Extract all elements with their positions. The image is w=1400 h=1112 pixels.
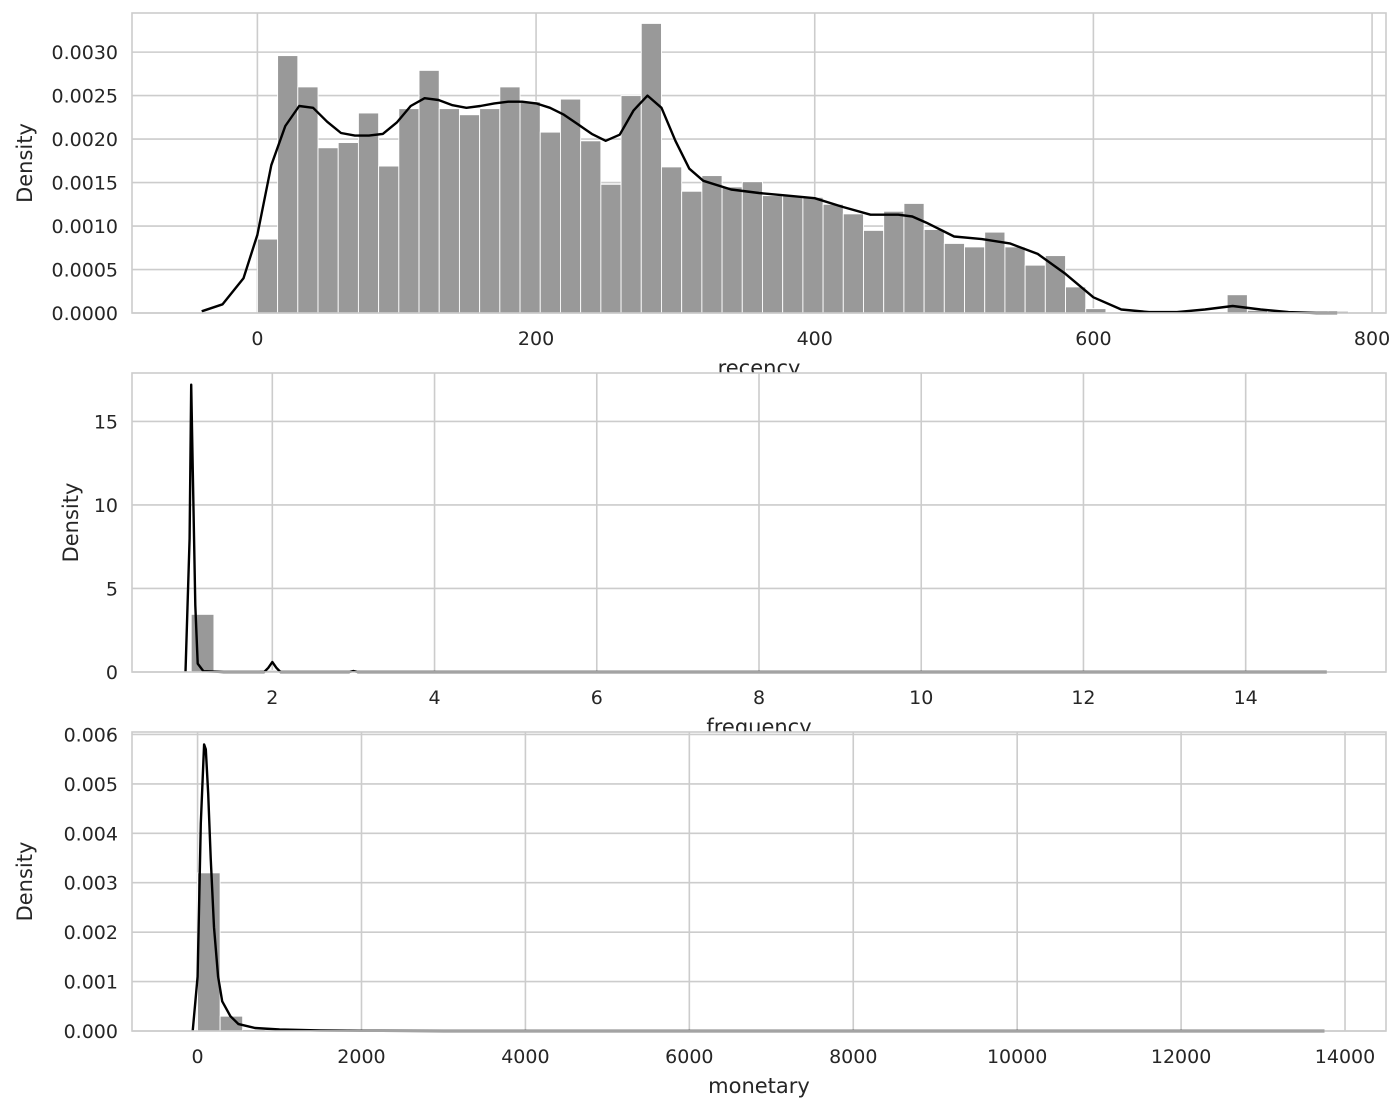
y-tick-label: 0.006 bbox=[64, 724, 118, 746]
histogram-bar bbox=[681, 190, 703, 314]
y-tick-label: 0.0000 bbox=[52, 303, 118, 325]
histogram-bar bbox=[1226, 294, 1248, 314]
histogram-bar bbox=[398, 108, 420, 314]
y-tick-label: 0.005 bbox=[64, 774, 118, 796]
x-tick-label: 200 bbox=[518, 328, 554, 350]
histogram-bar bbox=[600, 183, 622, 314]
recency-subplot: 0 200 400 600 800 0.0000 0.0005 0.0010 0.0015 0.0… bbox=[13, 12, 1390, 380]
histogram-bar bbox=[256, 238, 279, 314]
x-tick-label: 6 bbox=[591, 687, 603, 709]
x-tick-label: 4000 bbox=[501, 1046, 549, 1068]
y-axis-label: Density bbox=[13, 842, 37, 922]
histogram-bar bbox=[438, 108, 460, 314]
y-tick-label: 0.0020 bbox=[52, 129, 118, 151]
y-axis-label: Density bbox=[13, 123, 37, 203]
y-tick-label: 0.0030 bbox=[52, 42, 118, 64]
histogram-bar bbox=[1044, 255, 1066, 314]
kde-line bbox=[201, 94, 1338, 315]
y-tick-label: 0 bbox=[106, 662, 118, 684]
x-tick-label: 0 bbox=[251, 328, 263, 350]
y-tick-label: 0.0015 bbox=[52, 173, 118, 195]
histogram-bar bbox=[863, 229, 885, 314]
histogram-bar bbox=[190, 613, 215, 673]
histogram-bar bbox=[661, 166, 683, 314]
y-tick-label: 0.0005 bbox=[52, 260, 118, 282]
histogram-bar bbox=[1065, 286, 1087, 314]
histogram-bar bbox=[984, 231, 1006, 314]
histogram-bar bbox=[802, 196, 824, 314]
x-tick-label: 14000 bbox=[1315, 1046, 1375, 1068]
x-tick-label: 10000 bbox=[987, 1046, 1047, 1068]
histogram-bar bbox=[842, 213, 864, 314]
y-tick-label: 0.002 bbox=[64, 922, 118, 944]
x-tick-label: 400 bbox=[797, 328, 833, 350]
histogram-bar bbox=[297, 86, 319, 314]
histogram-bar bbox=[721, 186, 743, 314]
histogram-bar bbox=[277, 55, 299, 314]
y-tick-label: 0.000 bbox=[64, 1021, 118, 1043]
y-tick-label: 10 bbox=[94, 495, 118, 517]
histogram-bar bbox=[539, 131, 561, 314]
histogram-bar bbox=[519, 101, 541, 314]
y-axis-label: Density bbox=[59, 483, 83, 563]
histogram-bar bbox=[378, 165, 400, 314]
x-tick-label: 800 bbox=[1354, 328, 1390, 350]
histogram-bar bbox=[964, 246, 986, 314]
histogram-bar bbox=[317, 147, 339, 314]
histogram-bar bbox=[499, 86, 521, 314]
histogram-bar bbox=[337, 142, 359, 314]
x-tick-label: 12000 bbox=[1151, 1046, 1211, 1068]
histogram-bar bbox=[741, 181, 763, 314]
histogram-bar bbox=[357, 112, 380, 314]
y-tick-label: 0.003 bbox=[64, 873, 118, 895]
monetary-subplot: 0 2000 4000 6000 8000 10000 12000 14000 0.000 0.0… bbox=[13, 724, 1387, 1098]
x-tick-label: 8 bbox=[753, 687, 765, 709]
histogram-bar bbox=[458, 114, 481, 314]
histogram-bar bbox=[479, 108, 501, 314]
histogram-bar bbox=[943, 242, 965, 314]
histogram-bar bbox=[560, 98, 582, 314]
histogram-bar bbox=[883, 210, 905, 314]
histogram-bar bbox=[923, 229, 945, 314]
x-tick-label: 0 bbox=[192, 1046, 204, 1068]
axes-frame bbox=[131, 372, 1387, 673]
plot-area bbox=[132, 732, 1386, 1031]
histogram-bar bbox=[580, 140, 602, 314]
axes-frame bbox=[131, 731, 1387, 1032]
histogram-bar bbox=[640, 22, 662, 314]
y-tick-label: 0.0025 bbox=[52, 86, 118, 108]
histogram-bar bbox=[701, 175, 723, 314]
x-tick-label: 8000 bbox=[829, 1046, 877, 1068]
x-tick-label: 2 bbox=[266, 687, 278, 709]
x-tick-label: 2000 bbox=[337, 1046, 385, 1068]
y-tick-label: 5 bbox=[106, 578, 118, 600]
axes-frame bbox=[131, 12, 1387, 314]
histogram-bar bbox=[1024, 264, 1046, 314]
x-axis-label: monetary bbox=[708, 1074, 810, 1098]
x-tick-label: 4 bbox=[429, 687, 441, 709]
histogram-bar bbox=[762, 195, 784, 314]
y-tick-label: 0.004 bbox=[64, 823, 118, 845]
histogram-bar bbox=[822, 203, 844, 314]
histogram-bar bbox=[1004, 246, 1026, 314]
x-tick-label: 12 bbox=[1071, 687, 1095, 709]
y-tick-label: 0.001 bbox=[64, 972, 118, 994]
x-tick-label: 10 bbox=[909, 687, 933, 709]
histogram-bar bbox=[782, 195, 804, 314]
x-tick-label: 6000 bbox=[665, 1046, 713, 1068]
histogram-bar bbox=[418, 69, 440, 314]
y-tick-label: 0.0010 bbox=[52, 216, 118, 238]
x-tick-label: 14 bbox=[1234, 687, 1258, 709]
y-tick-label: 15 bbox=[94, 411, 118, 433]
x-tick-label: 600 bbox=[1075, 328, 1111, 350]
